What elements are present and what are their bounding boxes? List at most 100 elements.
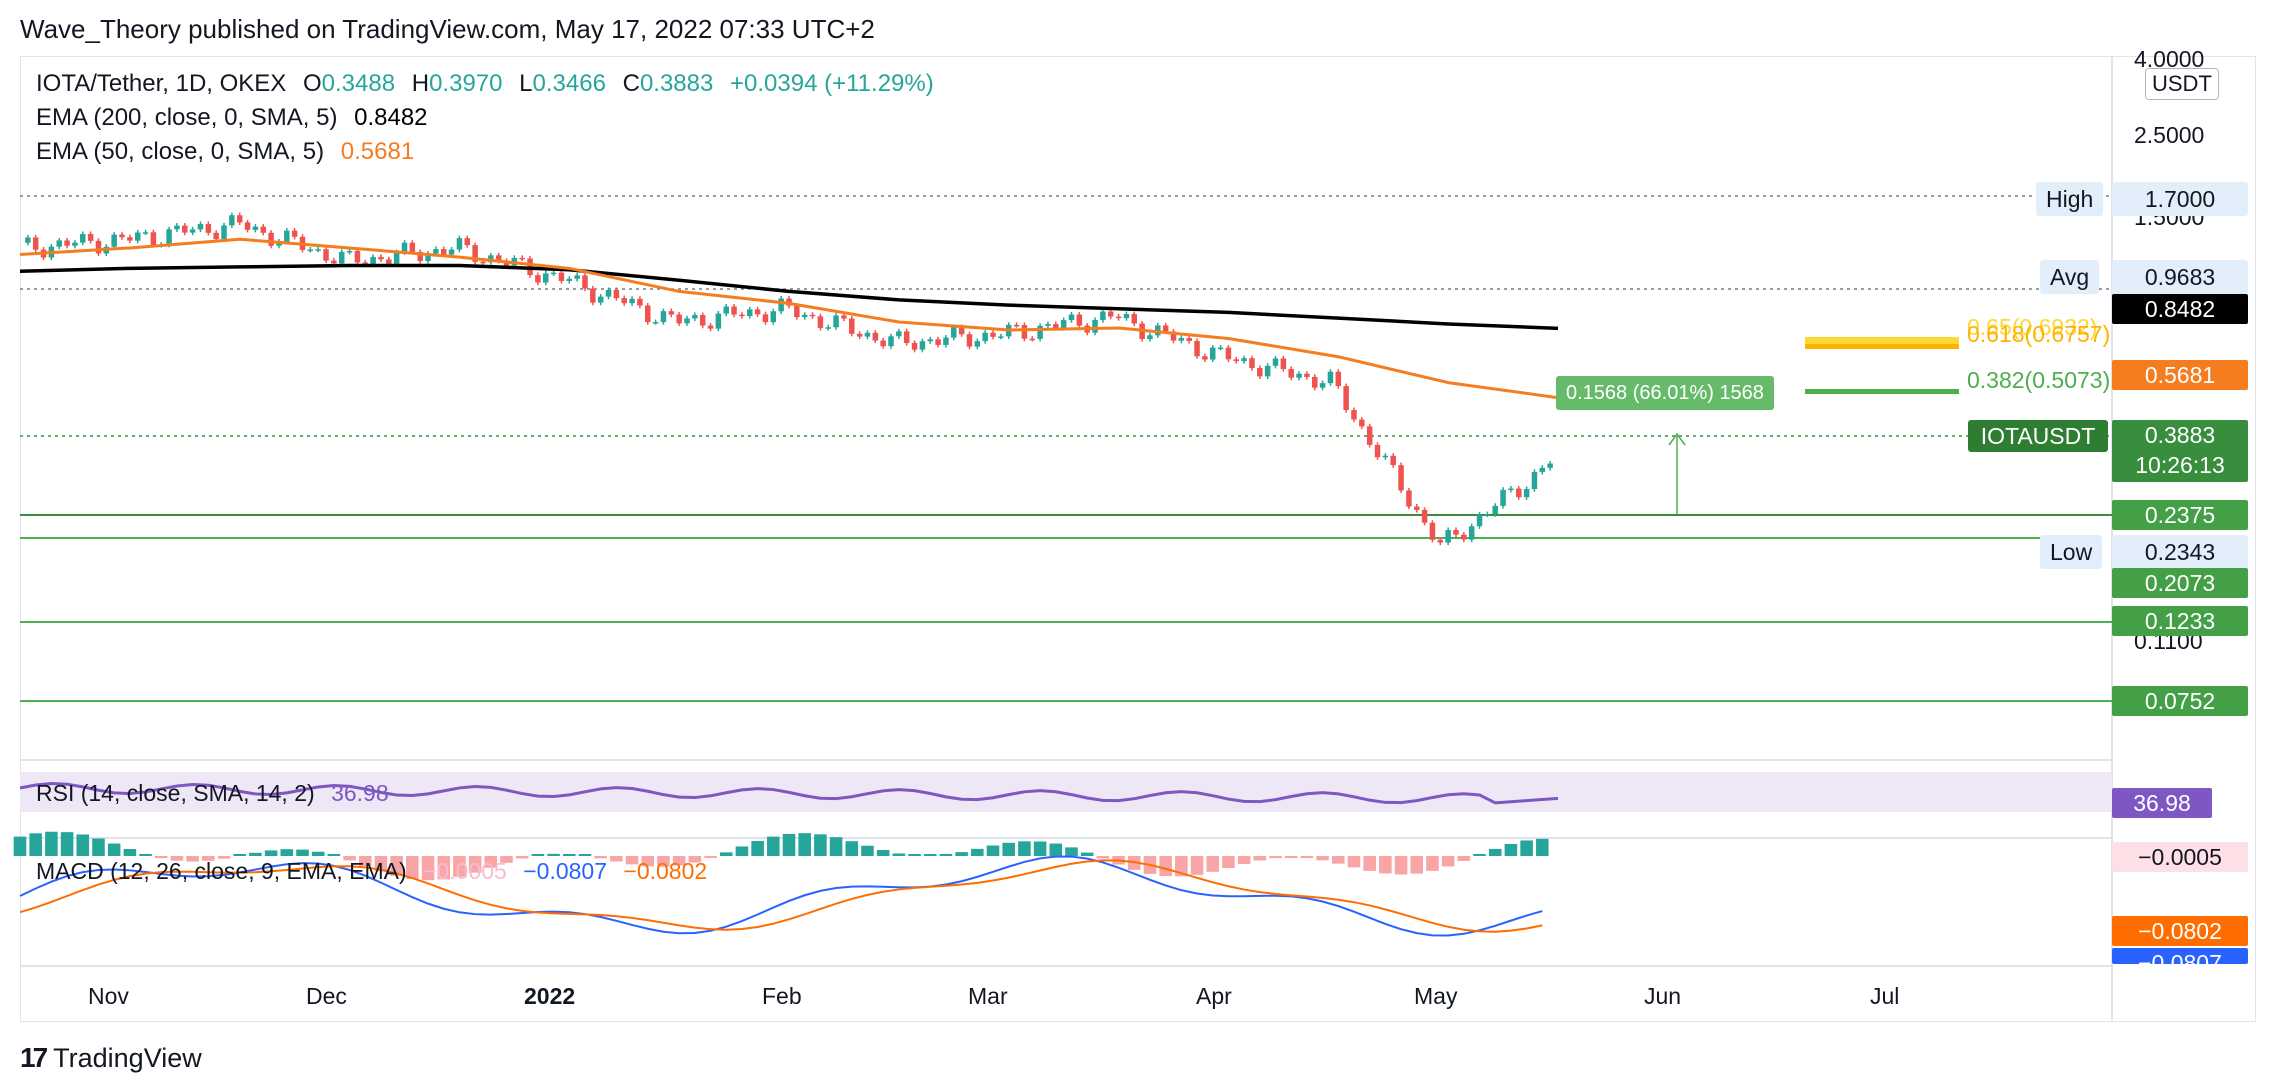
candle-body	[1060, 320, 1067, 329]
tradingview-logo[interactable]: 17 TradingView	[20, 1042, 202, 1074]
ema50-value: 0.5681	[340, 138, 415, 165]
fib-0.618-line[interactable]	[1805, 344, 1959, 349]
candle-body	[480, 261, 486, 264]
candle-body	[221, 225, 227, 239]
candle-body	[1476, 514, 1483, 527]
candle-body	[574, 275, 580, 279]
macd-histogram-bar	[202, 856, 215, 861]
currency-badge[interactable]: USDT	[2145, 68, 2219, 100]
candle-body	[754, 309, 761, 315]
candle-body	[1516, 488, 1522, 498]
price-tick: 2.5000	[2134, 122, 2205, 148]
fib-0.65-line[interactable]	[1805, 337, 1959, 345]
macd-histogram-bar	[1190, 856, 1204, 875]
measure-label[interactable]: 0.1568 (66.01%) 1568	[1556, 376, 1774, 410]
macd-histogram-bar	[1284, 856, 1298, 858]
macd-histogram-bar	[1065, 847, 1078, 856]
candle-body	[25, 237, 31, 243]
candle-body	[166, 229, 172, 245]
macd-histogram-bar	[1018, 841, 1031, 856]
candle-body	[1492, 505, 1498, 515]
candle-body	[72, 242, 78, 246]
candle-body	[1374, 444, 1381, 458]
candle-body	[1453, 530, 1459, 535]
close-label: C	[622, 70, 640, 97]
candle-body	[315, 249, 321, 251]
candle-body	[550, 272, 557, 275]
macd-label: MACD (12, 26, close, 9, EMA, EMA)	[36, 858, 407, 884]
ema50-line[interactable]	[19, 237, 1559, 400]
symbol-tag[interactable]: IOTAUSDT	[1968, 420, 2108, 452]
legend-ema50[interactable]: EMA (50, close, 0, SMA, 5) 0.5681	[36, 138, 424, 166]
candle-body	[739, 314, 745, 317]
high-value: 0.3970	[429, 70, 503, 97]
candle-body	[472, 245, 478, 262]
macd-histogram-bar	[390, 856, 403, 876]
level-tag-0.2375: 0.2375	[2112, 500, 2248, 530]
candle-body	[1296, 373, 1302, 378]
rsi-legend[interactable]: RSI (14, close, SMA, 14, 2) 36.98	[36, 780, 399, 807]
candle-body	[1539, 467, 1546, 472]
ema200-line[interactable]	[19, 263, 1559, 331]
rsi-line[interactable]	[19, 781, 1559, 805]
macd-histogram-bar	[406, 856, 419, 879]
candle-body	[1445, 530, 1451, 543]
candle-body	[1343, 386, 1349, 411]
candle-body	[268, 232, 274, 246]
macd-histogram-bar	[1096, 856, 1110, 859]
candle-body	[684, 318, 690, 324]
candle-body	[80, 234, 86, 243]
candle-body	[370, 256, 376, 265]
candle-body	[809, 314, 816, 317]
candle-body	[464, 238, 471, 246]
candle-body	[935, 339, 941, 345]
macd-histogram-bar	[45, 831, 58, 856]
macd-histogram-bar	[1159, 856, 1172, 877]
macd-histogram-bar	[1347, 856, 1361, 868]
last-price-value: 0.3883	[2144, 422, 2216, 448]
candle-body	[629, 298, 635, 304]
macd-histogram-bar	[484, 856, 498, 868]
candle-body	[794, 305, 800, 318]
macd-legend[interactable]: MACD (12, 26, close, 9, EMA, EMA) −0.000…	[36, 858, 717, 885]
candle-body	[1194, 340, 1200, 357]
candle-body	[668, 311, 675, 315]
candle-body	[291, 230, 298, 237]
macd-histogram-bar	[610, 856, 623, 862]
low-value: 0.3466	[532, 70, 606, 97]
macd-line[interactable]	[19, 855, 1543, 937]
fib-0.618-label: 0.618(0.6757)	[1967, 321, 2111, 347]
ema50-label: EMA (50, close, 0, SMA, 5)	[36, 138, 325, 165]
candle-body	[244, 222, 251, 230]
price-tick: 4.0000	[2134, 46, 2205, 72]
candle-body	[519, 257, 525, 260]
candle-body	[1241, 358, 1247, 362]
open-label: O	[302, 70, 322, 97]
candle-body	[1366, 426, 1373, 445]
legend-low: L0.3466	[519, 70, 606, 97]
candle-body	[849, 318, 855, 334]
macd-histogram-bar	[1520, 840, 1533, 856]
time-tick: Nov	[88, 983, 129, 1009]
macd-histogram-bar	[1080, 852, 1094, 856]
macd-histogram-bar	[547, 853, 560, 856]
candle-body	[393, 252, 400, 264]
candle-body	[1288, 368, 1294, 378]
legend-ema200[interactable]: EMA (200, close, 0, SMA, 5) 0.8482	[36, 104, 438, 132]
low-label: Low	[2040, 535, 2103, 569]
candle-body	[1225, 347, 1232, 360]
fib-0.382-line[interactable]	[1805, 389, 1959, 394]
avg-value: 0.9683	[2112, 260, 2248, 294]
high-label: High	[2036, 182, 2104, 216]
macd-histogram-bar	[986, 845, 1000, 856]
rsi-value: 36.98	[331, 780, 389, 806]
candle-body	[1202, 356, 1208, 360]
macd-signal-line[interactable]	[19, 859, 1543, 933]
macd-histogram-bar	[500, 856, 513, 863]
macd-signal-tag: −0.0802	[2112, 916, 2248, 946]
candle-body	[1178, 338, 1185, 341]
candle-body	[676, 314, 682, 324]
macd-histogram-bar	[29, 833, 42, 856]
candles-group	[25, 212, 1553, 546]
